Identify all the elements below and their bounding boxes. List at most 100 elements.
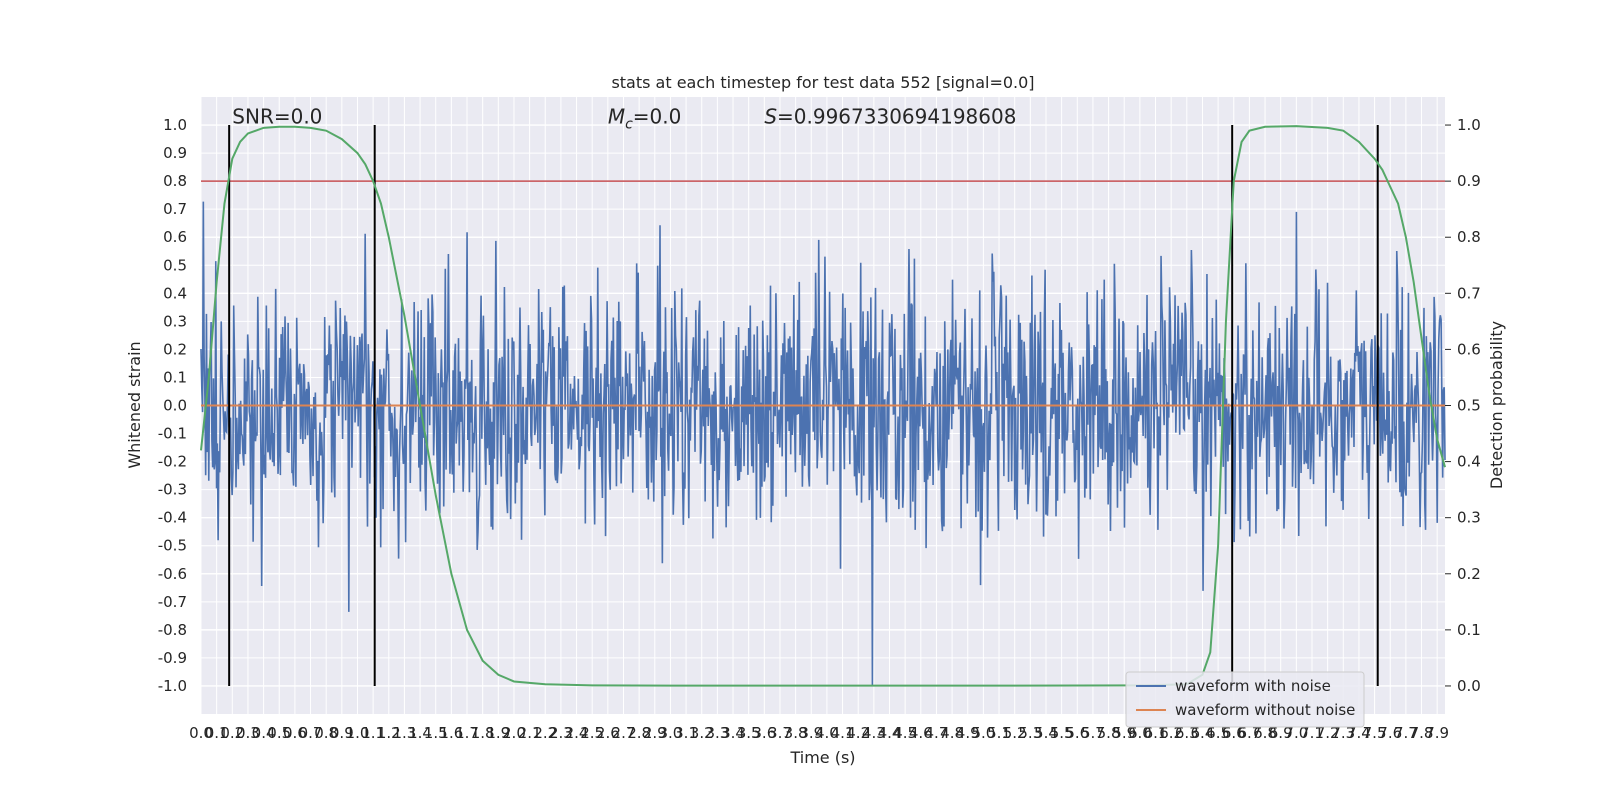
y-left-tick-label: -0.8 (158, 621, 187, 639)
ticks-layer: 0.00.10.20.30.40.50.60.70.80.91.01.11.21… (158, 116, 1481, 742)
x-tick-label: 5.4 (1034, 724, 1058, 742)
y-left-tick-label: -1.0 (158, 677, 187, 695)
x-tick-label: 0.0 (189, 724, 213, 742)
x-tick-label: 7.6 (1378, 724, 1402, 742)
series-line-waveform-with-noise (200, 201, 1446, 686)
x-tick-label: 2.4 (565, 724, 589, 742)
x-tick-label: 1.1 (361, 724, 385, 742)
annotation-math-symbol: S (764, 105, 777, 129)
x-tick-label: 3.5 (737, 724, 761, 742)
y-right-tick-label: 0.3 (1457, 509, 1481, 527)
x-tick-label: 2.9 (643, 724, 667, 742)
y-left-tick-label: 0.0 (163, 397, 187, 415)
annotation-text: SNR=0.0 (232, 105, 322, 129)
y-left-tick-label: 0.2 (163, 340, 187, 358)
y-right-tick-label: 0.6 (1457, 340, 1481, 358)
y-right-tick-label: 0.8 (1457, 228, 1481, 246)
x-tick-label: 6.9 (1269, 724, 1293, 742)
x-tick-label: 7.1 (1300, 724, 1324, 742)
x-tick-label: 6.8 (1253, 724, 1277, 742)
x-tick-label: 6.7 (1237, 724, 1261, 742)
x-tick-label: 5.1 (987, 724, 1011, 742)
y-left-tick-label: -0.4 (158, 509, 187, 527)
x-tick-label: 2.3 (549, 724, 573, 742)
x-tick-label: 4.4 (878, 724, 902, 742)
x-tick-label: 5.5 (1050, 724, 1074, 742)
annotation-math-subscript: c (625, 117, 633, 133)
x-tick-label: 1.8 (471, 724, 495, 742)
y-left-tick-label: -0.2 (158, 453, 187, 471)
x-tick-label: 2.6 (596, 724, 620, 742)
y-left-tick-label: 0.8 (163, 172, 187, 190)
legend-label-clean: waveform without noise (1175, 701, 1355, 719)
x-tick-label: 2.8 (627, 724, 651, 742)
x-tick-label: 2.0 (502, 724, 526, 742)
x-tick-label: 3.0 (659, 724, 683, 742)
x-tick-label: 6.4 (1191, 724, 1215, 742)
x-tick-label: 5.7 (1081, 724, 1105, 742)
y-left-tick-label: 0.9 (163, 144, 187, 162)
y-right-tick-label: 1.0 (1457, 116, 1481, 134)
y-left-tick-label: -0.9 (158, 649, 187, 667)
y-right-tick-label: 0.4 (1457, 453, 1481, 471)
x-tick-label: 6.2 (1159, 724, 1183, 742)
x-tick-label: 4.5 (893, 724, 917, 742)
y-right-tick-label: 0.0 (1457, 677, 1481, 695)
series-line-detection-probability (200, 125, 1446, 687)
x-tick-label: 7.3 (1331, 724, 1355, 742)
x-tick-label: 0.2 (220, 724, 244, 742)
x-tick-label: 3.7 (768, 724, 792, 742)
x-tick-label: 7.5 (1363, 724, 1387, 742)
y-left-tick-label: -0.1 (158, 425, 187, 443)
x-tick-label: 4.9 (956, 724, 980, 742)
x-tick-label: 0.6 (283, 724, 307, 742)
x-tick-label: 4.8 (940, 724, 964, 742)
y-right-tick-label: 0.9 (1457, 172, 1481, 190)
x-tick-label: 5.3 (1018, 724, 1042, 742)
y-axis-right-label: Detection probability (1487, 321, 1506, 489)
y-left-tick-label: -0.3 (158, 481, 187, 499)
x-tick-label: 0.9 (330, 724, 354, 742)
y-left-tick-label: 0.7 (163, 200, 187, 218)
x-tick-label: 7.0 (1284, 724, 1308, 742)
annotation-text: Mc=0.0 (608, 105, 682, 133)
legend: waveform with noise waveform without noi… (1125, 671, 1365, 728)
y-right-tick-label: 0.2 (1457, 565, 1481, 583)
x-axis-label: Time (s) (789, 748, 855, 767)
x-tick-label: 4.2 (846, 724, 870, 742)
x-tick-label: 1.2 (377, 724, 401, 742)
x-tick-label: 3.6 (752, 724, 776, 742)
legend-box (1125, 671, 1365, 728)
annotation-value: =0.9967330694198608 (777, 105, 1016, 129)
x-tick-label: 5.2 (1003, 724, 1027, 742)
x-tick-label: 0.3 (236, 724, 260, 742)
x-tick-label: 3.2 (690, 724, 714, 742)
chart-title: stats at each timestep for test data 552… (611, 73, 1034, 92)
y-left-tick-label: 0.3 (163, 312, 187, 330)
x-tick-label: 5.6 (1065, 724, 1089, 742)
detection-probability-series (200, 125, 1446, 687)
x-tick-label: 4.7 (925, 724, 949, 742)
x-tick-label: 3.4 (721, 724, 745, 742)
x-tick-label: 2.7 (612, 724, 636, 742)
x-tick-label: 7.8 (1410, 724, 1434, 742)
y-left-tick-label: -0.5 (158, 537, 187, 555)
y-left-tick-label: 0.5 (163, 256, 187, 274)
y-right-tick-label: 0.5 (1457, 397, 1481, 415)
y-left-tick-label: 0.6 (163, 228, 187, 246)
x-tick-label: 7.9 (1425, 724, 1449, 742)
annotation-math-symbol: M (608, 105, 625, 129)
x-tick-label: 5.8 (1097, 724, 1121, 742)
annotation-text: S=0.9967330694198608 (764, 105, 1016, 129)
x-tick-label: 4.3 (862, 724, 886, 742)
x-tick-label: 1.5 (424, 724, 448, 742)
x-tick-label: 7.4 (1347, 724, 1371, 742)
y-right-tick-label: 0.1 (1457, 621, 1481, 639)
x-tick-label: 5.0 (971, 724, 995, 742)
y-left-tick-label: -0.6 (158, 565, 187, 583)
x-tick-label: 4.1 (831, 724, 855, 742)
x-tick-label: 7.7 (1394, 724, 1418, 742)
noise-waveform-series (200, 201, 1446, 686)
y-left-tick-label: -0.7 (158, 593, 187, 611)
annotation-value: =0.0 (633, 105, 682, 129)
